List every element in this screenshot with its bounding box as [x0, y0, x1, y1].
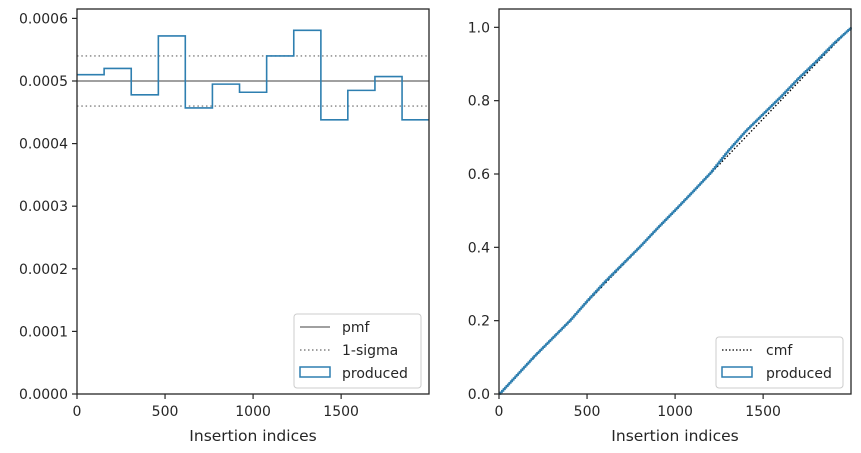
cmf-legend-cmf-label: cmf: [766, 343, 793, 359]
pmf-x-tick-label: 0: [73, 404, 82, 420]
cmf-x-ticks: 0 500 1000 1500: [495, 394, 781, 420]
cmf-plot-area: [498, 26, 852, 395]
cmf-y-tick-label: 0.0: [468, 387, 490, 403]
pmf-y-tick-label: 0.0003: [19, 199, 68, 215]
cmf-y-tick-label: 1.0: [468, 20, 490, 36]
pmf-legend-sigma-label: 1-sigma: [342, 343, 398, 359]
pmf-y-tick-label: 0.0005: [19, 74, 68, 90]
pmf-y-tick-label: 0.0000: [19, 387, 68, 403]
pmf-x-ticks: 0 500 1000 1500: [73, 394, 359, 420]
pmf-x-axis-label: Insertion indices: [189, 427, 316, 445]
pmf-x-tick-label: 1500: [323, 404, 359, 420]
cmf-legend-produced-label: produced: [766, 366, 832, 382]
cmf-legend: cmf produced: [715, 336, 844, 389]
cmf-x-tick-label: 1500: [745, 404, 781, 420]
cmf-panel: 0 500 1000 1500 0.0 0.2 0.4 0.6 0.8 1.0 Insertio…: [468, 8, 852, 445]
pmf-plot-area: [77, 29, 429, 121]
pmf-legend-produced-swatch: [299, 366, 331, 378]
cmf-y-ticks: 0.0 0.2 0.4 0.6 0.8 1.0: [468, 20, 499, 403]
pmf-series-produced: [77, 29, 429, 121]
cmf-y-tick-label: 0.6: [468, 167, 490, 183]
pmf-legend: pmf 1-sigma produced: [293, 313, 422, 389]
pmf-y-tick-label: 0.0002: [19, 262, 68, 278]
pmf-y-tick-label: 0.0001: [19, 324, 68, 340]
pmf-legend-box: [293, 313, 422, 389]
pmf-x-tick-label: 500: [152, 404, 179, 420]
cmf-series-produced: [499, 27, 852, 395]
pmf-y-tick-label: 0.0006: [19, 11, 68, 27]
pmf-y-ticks: 0.0000 0.0001 0.0002 0.0003 0.0004 0.0005 0.00…: [19, 11, 77, 403]
pmf-panel: 0 500 1000 1500 0.00000.00010.00020.00030.0…: [19, 8, 430, 445]
pmf-x-tick-label: 1000: [235, 404, 271, 420]
cmf-axes-frame: [498, 8, 852, 395]
pmf-legend-pmf-label: pmf: [342, 320, 371, 336]
cmf-x-tick-label: 1000: [657, 404, 693, 420]
cmf-legend-produced-swatch: [721, 366, 753, 378]
pmf-y-tick-label: 0.0004: [19, 137, 68, 153]
cmf-y-tick-label: 0.4: [468, 240, 490, 256]
cmf-x-tick-label: 500: [574, 404, 601, 420]
cmf-x-tick-label: 0: [495, 404, 504, 420]
cmf-y-tick-label: 0.8: [468, 94, 490, 110]
cmf-y-tick-label: 0.2: [468, 314, 490, 330]
cmf-x-axis-label: Insertion indices: [611, 427, 738, 445]
pmf-legend-produced-label: produced: [342, 366, 408, 382]
